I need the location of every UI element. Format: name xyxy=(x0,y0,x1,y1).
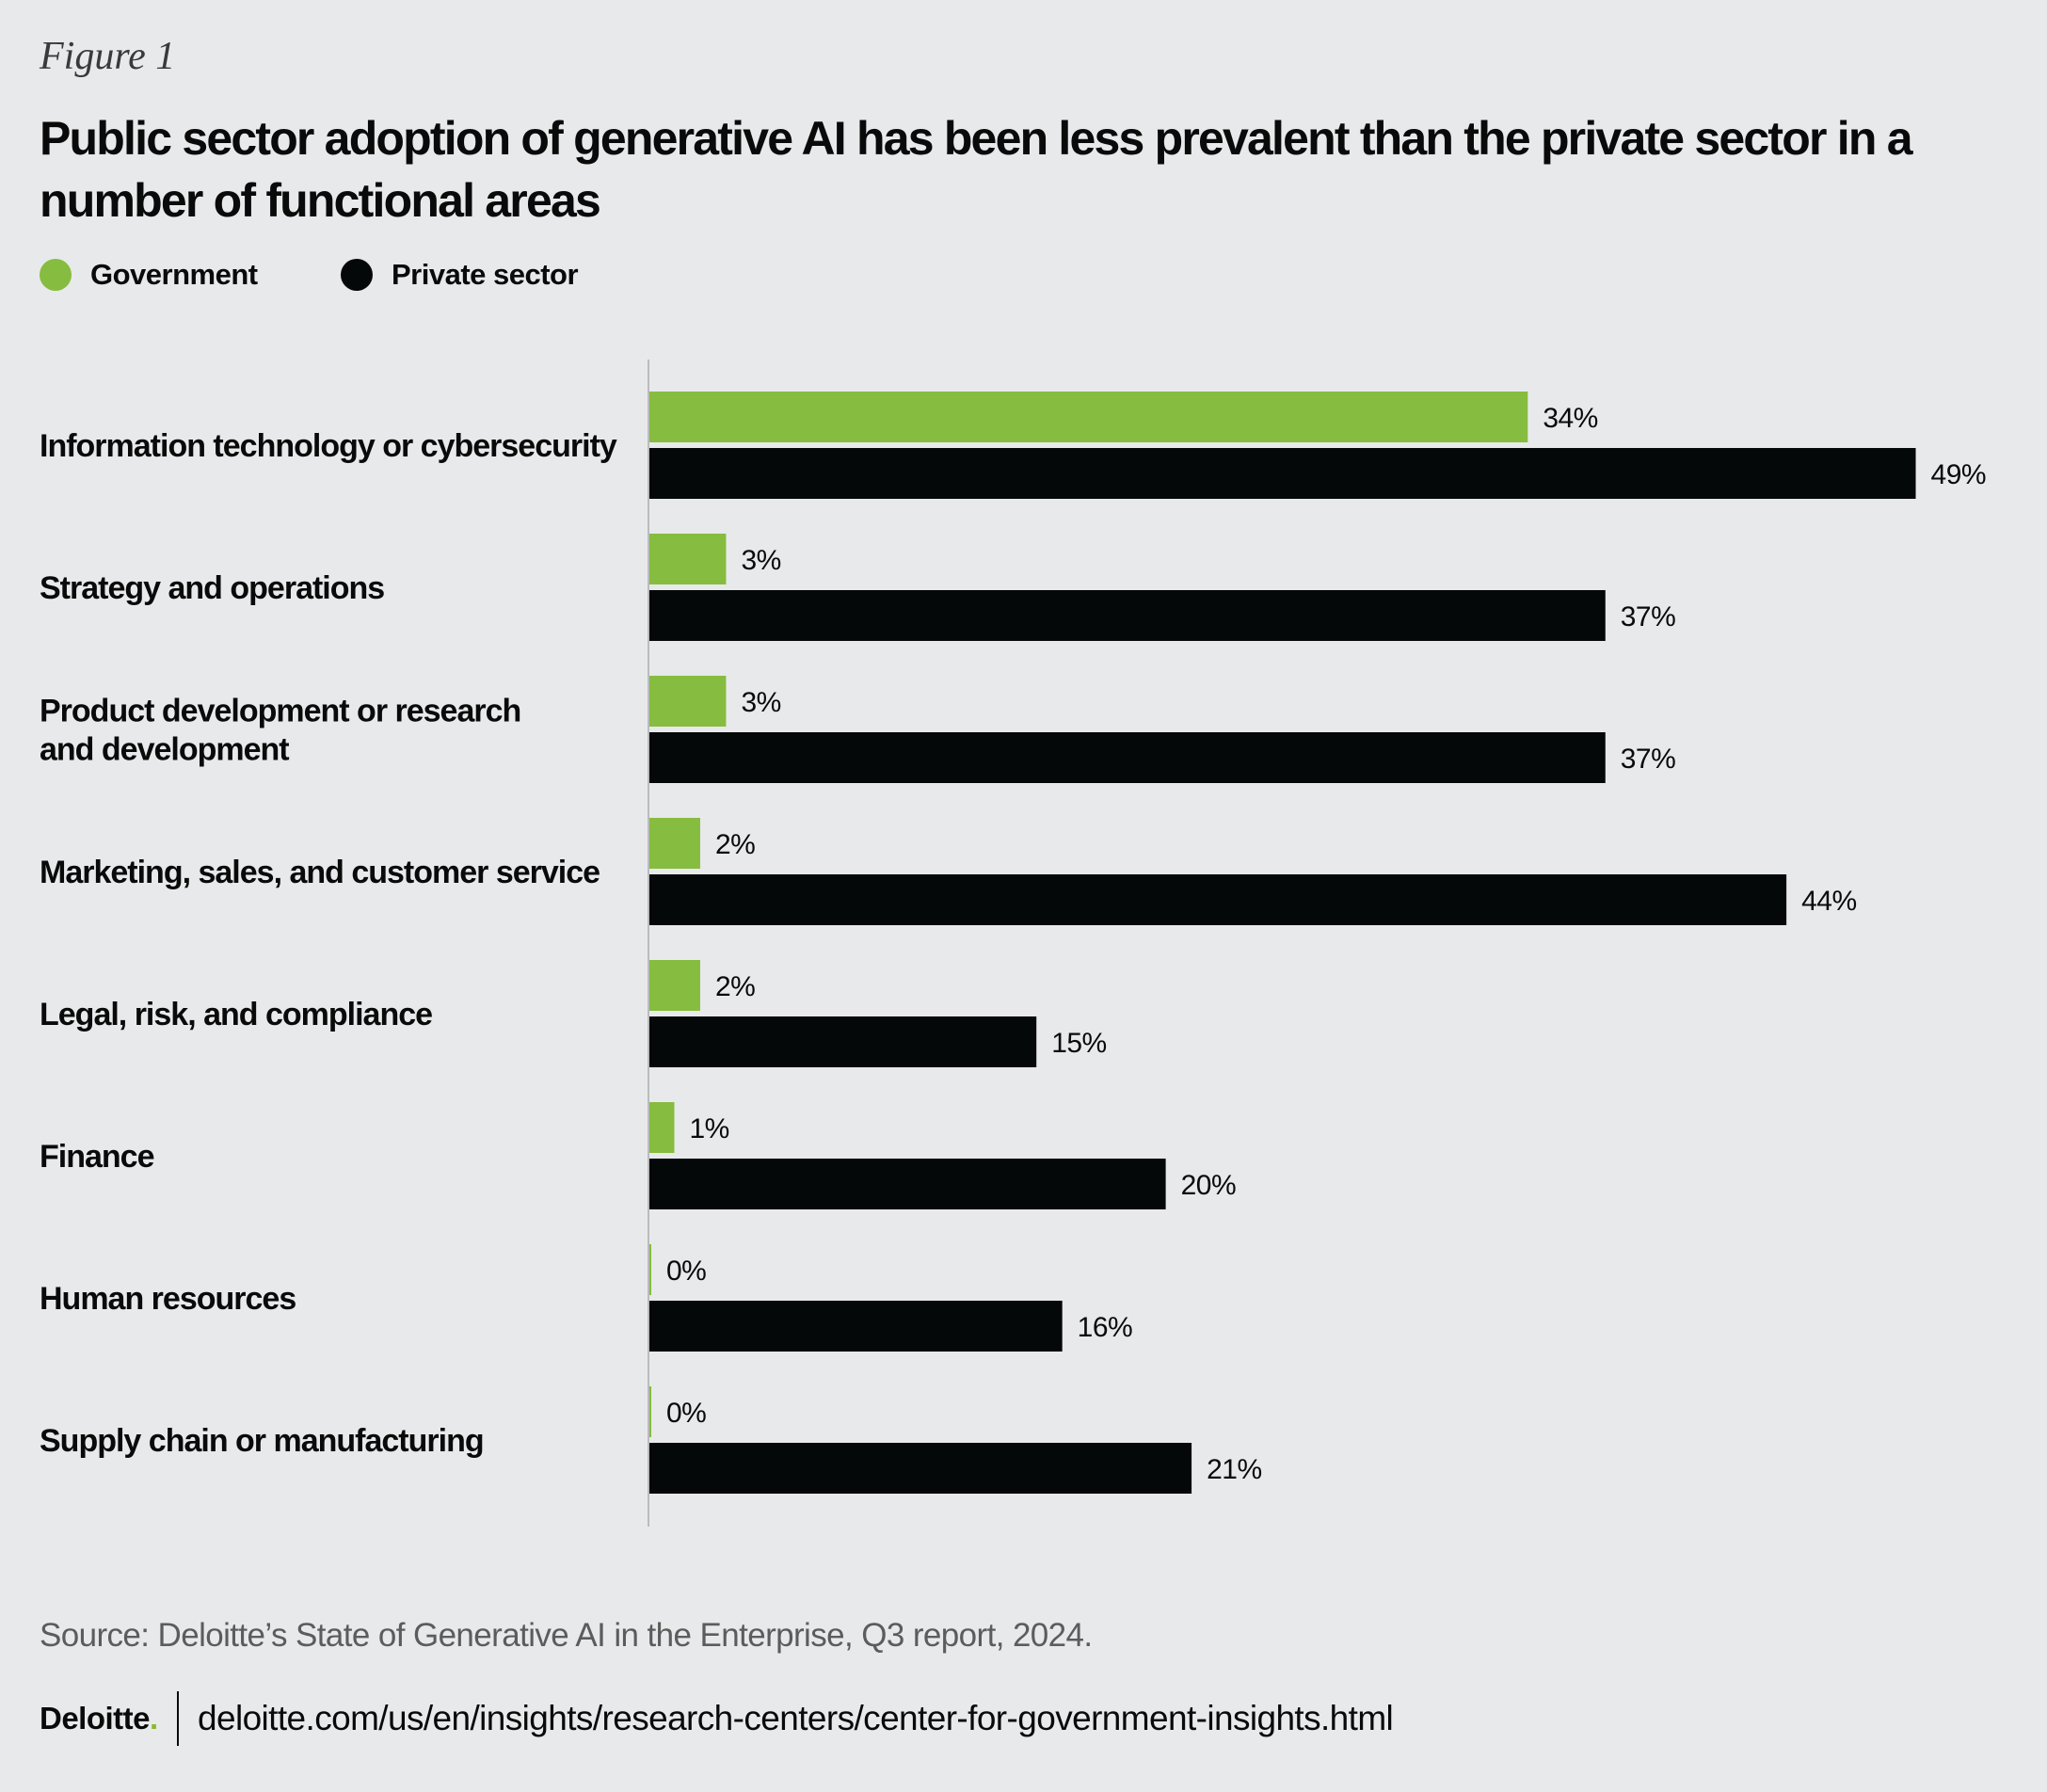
private-sector-swatch-icon xyxy=(341,259,373,291)
government-value-label: 0% xyxy=(666,1398,706,1429)
private-sector-value-label: 37% xyxy=(1621,601,1676,632)
category-label: Human resources xyxy=(40,1281,296,1317)
bar-chart: Information technology or cybersecurity S… xyxy=(40,360,1987,1527)
category-label-line: Finance xyxy=(40,1139,154,1175)
private-sector-value-label: 16% xyxy=(1078,1312,1133,1343)
government-bar xyxy=(648,818,700,869)
government-value-label: 2% xyxy=(715,829,755,860)
government-value-label: 34% xyxy=(1543,403,1598,434)
category-label-line: Information technology or cybersecurity xyxy=(40,428,617,464)
figure-label: Figure 1 xyxy=(40,35,176,78)
category-label-line: Human resources xyxy=(40,1281,296,1317)
private-sector-value-label: 15% xyxy=(1051,1028,1107,1059)
private-sector-bar xyxy=(648,732,1606,783)
category-label-line: Legal, risk, and compliance xyxy=(40,997,432,1032)
category-label-line: Marketing, sales, and customer service xyxy=(40,855,600,890)
category-label-line: Product development or research xyxy=(40,694,520,729)
private-sector-bar xyxy=(648,590,1606,641)
private-sector-value-label: 21% xyxy=(1207,1454,1262,1485)
government-bar xyxy=(648,676,727,727)
chart-title: Public sector adoption of generative AI … xyxy=(40,112,1913,227)
category-label: Legal, risk, and compliance xyxy=(40,997,432,1032)
private-sector-bar xyxy=(648,1016,1037,1067)
category-label-line: Supply chain or manufacturing xyxy=(40,1423,484,1459)
category-label-line: Strategy and operations xyxy=(40,570,384,606)
government-bar xyxy=(648,534,727,584)
government-bar xyxy=(648,392,1528,442)
source-url: deloitte.com/us/en/insights/research-cen… xyxy=(198,1699,1394,1737)
private-sector-value-label: 37% xyxy=(1621,744,1676,775)
category-label: Marketing, sales, and customer service xyxy=(40,855,600,890)
legend-label-private-sector: Private sector xyxy=(392,258,579,291)
private-sector-bar xyxy=(648,1301,1063,1352)
footer-divider xyxy=(177,1691,179,1746)
government-value-label: 0% xyxy=(666,1256,706,1287)
category-label: Information technology or cybersecurity xyxy=(40,428,617,464)
government-bar xyxy=(648,1102,675,1153)
government-bar xyxy=(648,1386,651,1437)
category-label-line: and development xyxy=(40,732,289,768)
category-label: Finance xyxy=(40,1139,154,1175)
category-label: Product development or research and devel… xyxy=(40,694,520,768)
government-value-label: 2% xyxy=(715,971,755,1002)
government-bar xyxy=(648,1244,651,1295)
footer: Deloitte. deloitte.com/us/en/insights/re… xyxy=(40,1691,2016,1748)
government-value-label: 1% xyxy=(689,1113,728,1144)
deloitte-logo: Deloitte. xyxy=(40,1701,158,1736)
private-sector-value-label: 20% xyxy=(1181,1170,1237,1201)
legend-label-government: Government xyxy=(90,258,258,291)
private-sector-value-label: 44% xyxy=(1801,886,1857,917)
government-value-label: 3% xyxy=(741,687,780,718)
private-sector-bar xyxy=(648,1443,1192,1494)
private-sector-bar xyxy=(648,874,1787,925)
category-label: Supply chain or manufacturing xyxy=(40,1423,484,1459)
logo-text: Deloitte xyxy=(40,1701,151,1736)
source-note: Source: Deloitte’s State of Generative A… xyxy=(40,1617,1093,1654)
private-sector-value-label: 49% xyxy=(1931,459,1987,490)
category-label: Strategy and operations xyxy=(40,570,384,606)
private-sector-bar xyxy=(648,1159,1166,1209)
government-swatch-icon xyxy=(40,259,72,291)
government-bar xyxy=(648,960,700,1011)
government-value-label: 3% xyxy=(741,545,780,576)
logo-dot: . xyxy=(150,1701,158,1736)
private-sector-bar xyxy=(648,448,1916,499)
